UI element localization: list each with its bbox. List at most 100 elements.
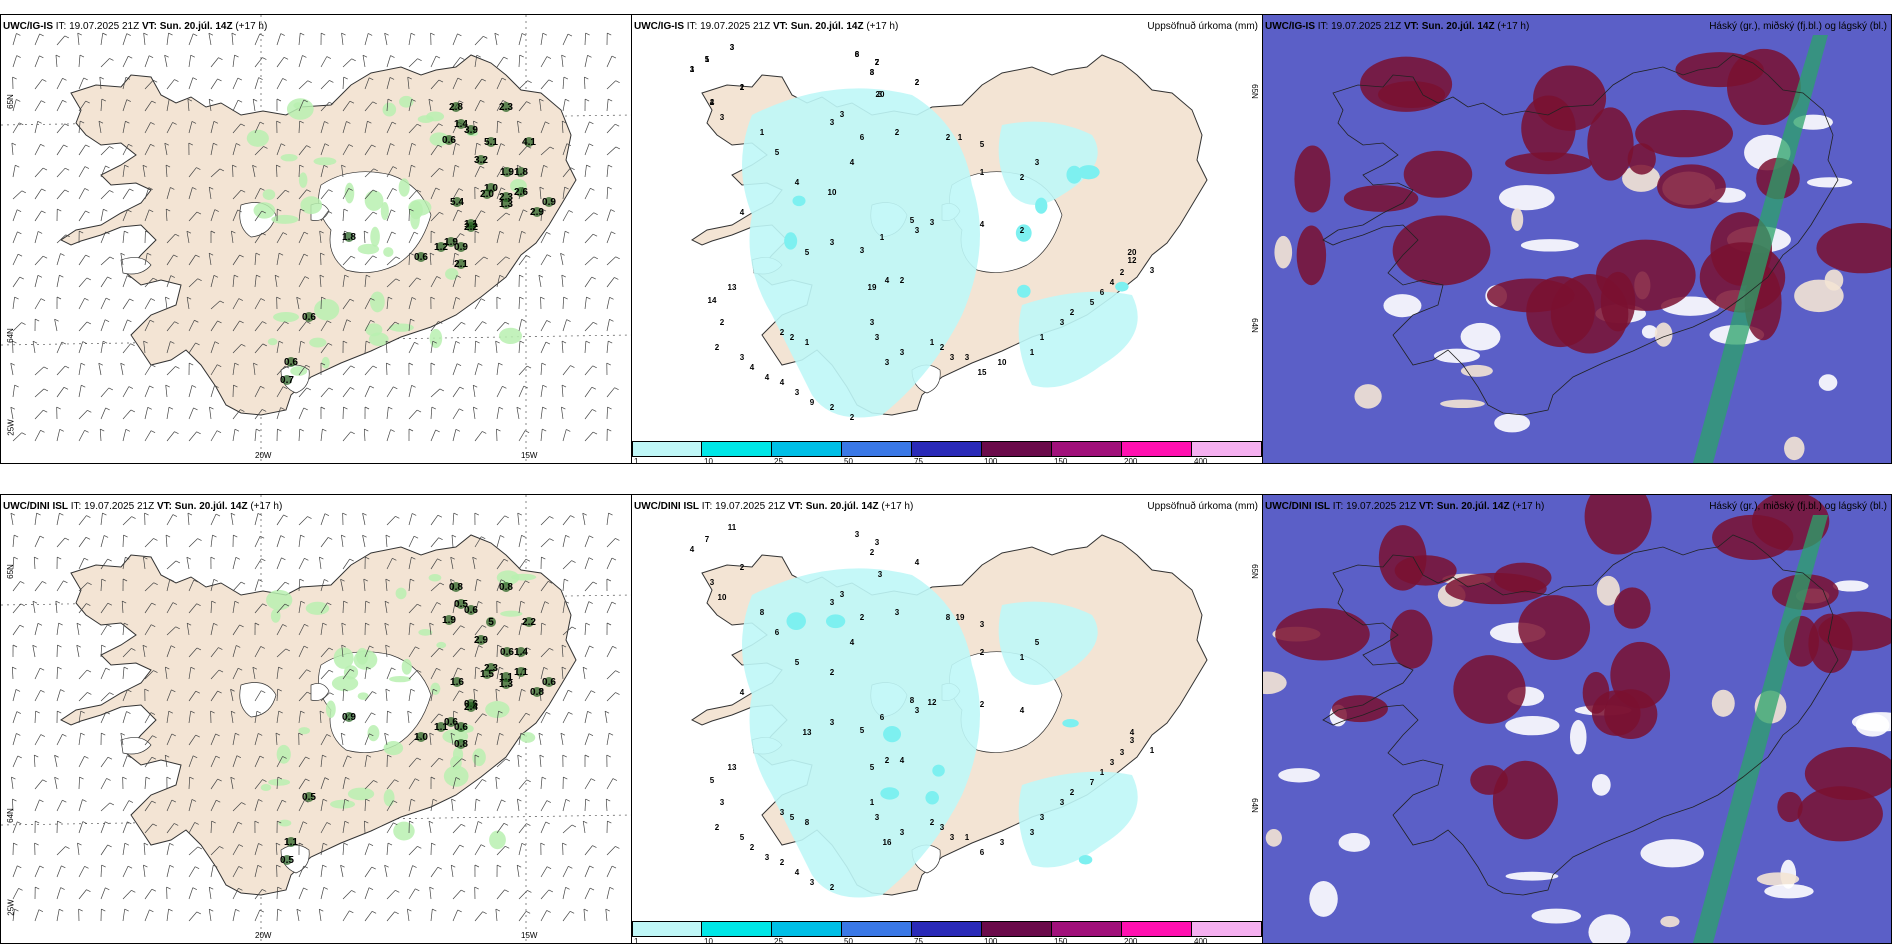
- precip-patch: [445, 268, 459, 280]
- precip-max-marker: [344, 712, 354, 722]
- model-name: UWC/IG-IS: [634, 21, 684, 32]
- wind-barb-tick: [454, 252, 459, 256]
- vt-label: VT:: [1403, 21, 1419, 32]
- wind-barb: [232, 363, 236, 376]
- wind-barb-tick: [64, 189, 69, 193]
- wind-barb-tick: [305, 778, 310, 782]
- wind-barb-tick: [568, 210, 573, 213]
- wind-barb-tick: [607, 406, 612, 410]
- wind-barb: [254, 909, 261, 922]
- wind-barb: [451, 799, 454, 812]
- wind-barb: [34, 121, 39, 134]
- wind-barb-tick: [143, 32, 148, 36]
- wind-barb: [188, 603, 197, 614]
- wind-barb: [34, 409, 44, 420]
- wind-barb-tick: [568, 865, 573, 869]
- wind-barb-tick: [282, 624, 287, 627]
- wind-barb-tick: [239, 624, 244, 628]
- wind-barb-tick: [230, 776, 235, 780]
- high-cloud-blob: [1604, 689, 1658, 740]
- wind-barb-tick: [102, 340, 108, 344]
- wind-barb-tick: [126, 755, 132, 759]
- wind-barb: [166, 431, 175, 442]
- wind-barb: [584, 778, 592, 790]
- wind-barb-tick: [521, 843, 527, 846]
- cloud-band: [1693, 35, 1828, 463]
- wind-barb-tick: [238, 298, 243, 301]
- wind-barb: [296, 909, 300, 922]
- wind-barb: [298, 80, 308, 90]
- wind-barb: [584, 409, 593, 420]
- wind-barb-tick: [393, 386, 398, 390]
- wind-barb: [341, 645, 344, 658]
- wind-barb-tick: [165, 534, 171, 538]
- wind-barb: [518, 365, 528, 376]
- wind-barb-tick: [122, 776, 127, 780]
- wind-barb: [562, 535, 566, 548]
- wind-barb-tick: [103, 535, 109, 538]
- wind-barb: [144, 909, 150, 922]
- clear-patch: [1440, 399, 1485, 409]
- wind-barb: [188, 278, 198, 288]
- wind-barb: [188, 911, 198, 922]
- wind-barb: [254, 733, 259, 746]
- wind-barb: [408, 342, 415, 354]
- wind-barb: [12, 624, 21, 636]
- wind-barb-tick: [411, 798, 416, 802]
- wind-barb-tick: [218, 57, 223, 60]
- wind-barb: [254, 298, 262, 310]
- wind-barb-tick: [478, 645, 483, 648]
- wind-barb: [144, 430, 152, 442]
- wind-barb-tick: [128, 55, 133, 59]
- wind-barb-tick: [215, 755, 221, 759]
- wind-barb: [100, 256, 111, 266]
- wind-barb: [296, 297, 300, 310]
- wind-barb: [276, 711, 280, 724]
- wind-barb: [386, 386, 394, 398]
- wind-barb-tick: [42, 167, 48, 171]
- wind-barb-tick: [39, 865, 44, 869]
- precip-value-label: 2: [780, 858, 785, 867]
- wind-barb-tick: [79, 120, 85, 124]
- wind-barb-tick: [411, 384, 416, 388]
- wind-barb: [474, 431, 483, 442]
- wind-barb-tick: [504, 321, 510, 325]
- wind-barb: [298, 164, 300, 178]
- precip-value-label: 4: [850, 158, 855, 167]
- wind-barb-tick: [589, 645, 594, 649]
- precip-value-label: 3.2: [474, 155, 488, 166]
- wind-barb: [12, 432, 22, 442]
- wind-barb: [12, 55, 18, 68]
- wind-barb: [276, 232, 284, 244]
- precip-value-label: 2.4: [464, 702, 478, 713]
- wind-barb: [518, 55, 521, 68]
- wind-barb-tick: [213, 864, 218, 868]
- wind-barb-tick: [168, 710, 173, 714]
- precip-patch: [380, 202, 389, 221]
- wind-barb: [210, 430, 218, 442]
- precip-patch: [356, 647, 369, 665]
- wind-barb: [99, 429, 102, 442]
- wind-barb: [232, 733, 236, 746]
- colorbar-tick-label: 10: [704, 937, 713, 944]
- wind-barb-tick: [328, 537, 333, 540]
- wind-barb-tick: [500, 143, 505, 146]
- wind-barb-tick: [211, 600, 216, 604]
- wind-barb: [276, 777, 279, 790]
- wind-barb: [386, 297, 389, 310]
- wind-barb-tick: [187, 98, 193, 102]
- wind-barb: [474, 911, 483, 922]
- wind-barb-tick: [54, 776, 59, 780]
- precip-max-marker: [476, 155, 486, 165]
- wind-barb: [210, 300, 221, 310]
- wind-barb-tick: [561, 274, 566, 278]
- clear-patch: [1806, 177, 1853, 188]
- precip-value-label: 2: [930, 818, 935, 827]
- wind-barb: [408, 623, 411, 636]
- precip-value-label: 8: [855, 50, 860, 59]
- wind-barb: [232, 821, 239, 834]
- precip-max-marker: [286, 837, 296, 847]
- wind-barb: [430, 276, 438, 288]
- precip-max-marker: [476, 635, 486, 645]
- wind-barb-tick: [368, 33, 373, 36]
